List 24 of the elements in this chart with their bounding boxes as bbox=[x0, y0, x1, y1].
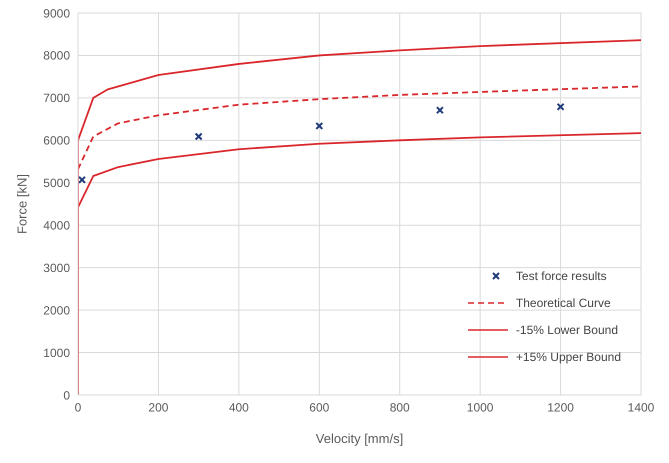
x-tick-label: 200 bbox=[148, 400, 169, 415]
y-tick-label: 4000 bbox=[43, 218, 70, 232]
x-tick-label: 1200 bbox=[547, 400, 574, 415]
x-tick-label: 1400 bbox=[628, 400, 655, 415]
legend-label: -15% Lower Bound bbox=[516, 322, 618, 336]
legend-label: Test force results bbox=[516, 268, 607, 282]
legend-label: +15% Upper Bound bbox=[516, 350, 621, 364]
y-tick-label: 5000 bbox=[43, 176, 70, 190]
y-tick-label: 3000 bbox=[43, 260, 70, 275]
x-tick-label: 800 bbox=[390, 400, 410, 415]
y-tick-label: 1000 bbox=[43, 346, 70, 360]
x-tick-label: 400 bbox=[228, 400, 250, 415]
legend-label: Theoretical Curve bbox=[516, 296, 611, 310]
x-axis-title: Velocity [mm/s] bbox=[316, 431, 404, 446]
y-tick-label: 8000 bbox=[43, 48, 70, 63]
x-tick-label: 600 bbox=[309, 400, 330, 415]
x-tick-label: 1000 bbox=[466, 400, 494, 415]
y-tick-label: 9000 bbox=[43, 6, 70, 20]
y-tick-label: 0 bbox=[63, 388, 70, 402]
y-tick-label: 2000 bbox=[43, 303, 70, 318]
y-tick-label: 7000 bbox=[43, 91, 70, 106]
y-tick-label: 6000 bbox=[43, 134, 70, 148]
y-axis-title: Force [kN] bbox=[14, 174, 30, 234]
x-tick-label: 0 bbox=[74, 400, 82, 415]
